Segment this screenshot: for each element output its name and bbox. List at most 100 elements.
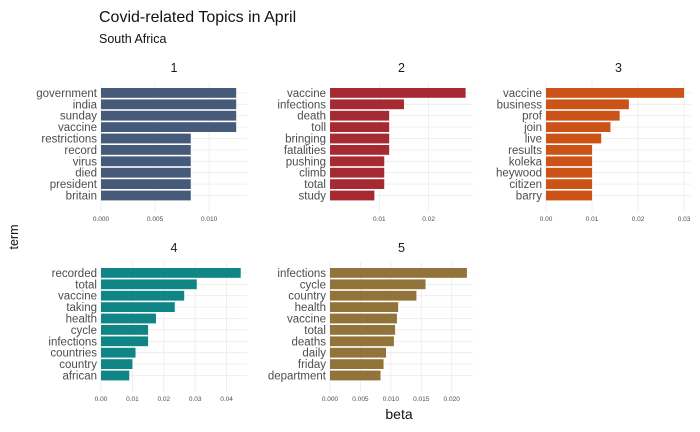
term-label: restrictions	[41, 134, 97, 146]
bar-total	[330, 179, 385, 189]
tick-label: 0.01	[586, 216, 599, 223]
term-label: daily	[302, 348, 326, 360]
term-label: vaccine	[287, 314, 326, 326]
bar-cycle	[101, 325, 149, 335]
facet-panel-1: 1 governmentindiasundayvaccinerestriction…	[36, 61, 247, 223]
term-label: sunday	[60, 111, 97, 123]
chart-subtitle: South Africa	[99, 32, 166, 46]
tick-label: 0.03	[189, 396, 202, 403]
term-label: business	[497, 99, 543, 111]
facet-strip-label: 2	[398, 61, 405, 75]
facet-panels: 1governmentindiasundayvaccinerestriction…	[36, 61, 691, 403]
term-label: vaccine	[287, 88, 326, 100]
tick-label: 0.03	[678, 216, 691, 223]
bar-live	[546, 133, 602, 144]
tick-label: 0.02	[157, 396, 170, 403]
tick-label: 0.010	[383, 396, 400, 403]
tick-label: 0.010	[201, 216, 218, 223]
term-label: taking	[66, 302, 97, 314]
term-label: health	[66, 314, 97, 326]
term-label: climb	[299, 168, 326, 180]
term-label: country	[59, 359, 97, 371]
term-label: countries	[50, 348, 97, 360]
facet-panel-2: 2 vaccineinfectionsdeathtollbringingfatal…	[277, 61, 473, 223]
term-label: heywood	[496, 168, 542, 180]
bar-sunday	[101, 110, 237, 121]
term-label: study	[299, 191, 327, 203]
term-label: vaccine	[58, 122, 97, 134]
term-label: results	[508, 145, 542, 157]
term-label: infections	[48, 336, 97, 348]
tick-label: 0.005	[352, 396, 369, 403]
term-label: join	[523, 122, 542, 134]
tick-label: 0.000	[93, 216, 110, 223]
bar-president	[101, 179, 191, 189]
term-label: total	[304, 179, 326, 191]
bar-infections	[330, 99, 404, 110]
x-axis-title: beta	[385, 406, 412, 422]
bar-total	[330, 325, 396, 335]
bar-health	[330, 302, 399, 312]
term-label: fatalities	[284, 145, 326, 157]
bar-heywood	[546, 167, 593, 178]
bar-government	[101, 88, 237, 98]
bar-died	[101, 167, 191, 178]
bar-infections	[101, 336, 149, 347]
term-label: deaths	[291, 336, 326, 348]
bar-infections	[330, 268, 467, 278]
bar-india	[101, 99, 237, 110]
bar-african	[101, 370, 130, 381]
bar-toll	[330, 122, 390, 132]
term-label: recorded	[52, 268, 97, 280]
tick-label: 0.000	[322, 396, 339, 403]
bar-join	[546, 122, 611, 132]
tick-label: 0.01	[126, 396, 139, 403]
bar-citizen	[546, 179, 593, 189]
bar-country	[330, 290, 417, 301]
facet-panel-4: 4 recordedtotalvaccinetakinghealthcyclein…	[48, 241, 247, 403]
term-label: toll	[311, 122, 326, 134]
chart-title: Covid-related Topics in April	[99, 9, 296, 26]
bar-friday	[330, 359, 384, 369]
term-label: infections	[277, 99, 326, 111]
facet-panel-3: 3 vaccinebusinessprofjoinliveresultskolek…	[496, 61, 691, 223]
term-label: virus	[73, 156, 98, 168]
bar-climb	[330, 167, 385, 178]
bar-vaccine	[330, 313, 397, 324]
bar-barry	[546, 190, 593, 201]
bar-taking	[101, 302, 175, 312]
bar-countries	[101, 347, 136, 358]
bar-koleka	[546, 156, 593, 167]
term-label: record	[64, 145, 97, 157]
term-label: country	[288, 291, 326, 303]
bar-vaccine	[101, 290, 185, 301]
bar-fatalities	[330, 145, 390, 155]
bar-restrictions	[101, 133, 191, 144]
bar-death	[330, 110, 390, 121]
term-label: friday	[298, 359, 326, 371]
term-label: citizen	[509, 179, 542, 191]
bar-pushing	[330, 156, 385, 167]
bar-study	[330, 190, 375, 201]
tick-label: 0.02	[422, 216, 435, 223]
tick-label: 0.00	[540, 216, 553, 223]
facet-panel-5: 5 infectionscyclecountryhealthvaccinetota…	[268, 241, 473, 403]
term-label: infections	[277, 268, 326, 280]
tick-label: 0.020	[444, 396, 461, 403]
bar-vaccine	[546, 88, 685, 98]
term-label: britain	[66, 191, 97, 203]
term-label: government	[36, 88, 98, 100]
term-label: india	[73, 99, 98, 111]
term-label: barry	[516, 191, 542, 203]
term-label: cycle	[300, 279, 326, 291]
bar-country	[101, 359, 133, 369]
term-label: live	[525, 134, 542, 146]
bar-daily	[330, 347, 386, 358]
term-label: koleka	[509, 156, 543, 168]
bar-department	[330, 370, 381, 381]
term-label: died	[75, 168, 97, 180]
tick-label: 0.02	[632, 216, 645, 223]
tick-label: 0.015	[413, 396, 430, 403]
bar-business	[546, 99, 629, 110]
